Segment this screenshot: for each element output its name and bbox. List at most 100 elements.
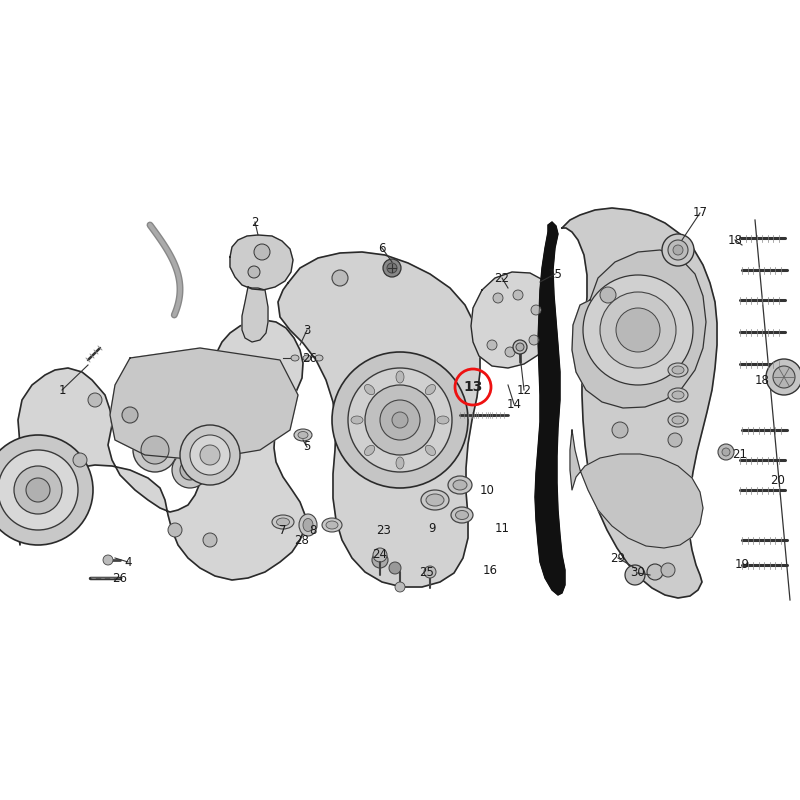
Circle shape xyxy=(332,270,348,286)
Circle shape xyxy=(180,460,200,480)
Text: 30: 30 xyxy=(630,566,646,579)
Text: 16: 16 xyxy=(482,563,498,577)
Circle shape xyxy=(348,368,452,472)
Text: 10: 10 xyxy=(479,483,494,497)
Text: 18: 18 xyxy=(727,234,742,246)
Ellipse shape xyxy=(672,391,684,399)
Circle shape xyxy=(583,275,693,385)
Text: 3: 3 xyxy=(303,323,310,337)
Circle shape xyxy=(380,400,420,440)
Text: 17: 17 xyxy=(693,206,707,219)
Circle shape xyxy=(200,445,220,465)
Text: 14: 14 xyxy=(506,398,522,410)
Circle shape xyxy=(600,287,616,303)
Circle shape xyxy=(26,478,50,502)
Circle shape xyxy=(141,436,169,464)
Circle shape xyxy=(168,523,182,537)
Ellipse shape xyxy=(426,446,435,455)
Ellipse shape xyxy=(351,416,363,424)
Text: 18: 18 xyxy=(754,374,770,386)
Circle shape xyxy=(133,428,177,472)
Circle shape xyxy=(424,566,436,578)
Circle shape xyxy=(668,433,682,447)
Text: 9: 9 xyxy=(428,522,436,534)
Circle shape xyxy=(180,425,240,485)
Circle shape xyxy=(88,393,102,407)
Circle shape xyxy=(103,555,113,565)
Circle shape xyxy=(392,412,408,428)
Circle shape xyxy=(248,266,260,278)
Circle shape xyxy=(662,234,694,266)
Polygon shape xyxy=(278,252,480,587)
Ellipse shape xyxy=(426,494,444,506)
Text: 13: 13 xyxy=(463,380,482,394)
Ellipse shape xyxy=(396,457,404,469)
Polygon shape xyxy=(570,430,703,548)
Polygon shape xyxy=(535,222,565,595)
Text: 29: 29 xyxy=(610,551,626,565)
Ellipse shape xyxy=(272,515,294,529)
Text: 26: 26 xyxy=(302,351,318,365)
Circle shape xyxy=(203,533,217,547)
Text: 23: 23 xyxy=(377,523,391,537)
Text: 20: 20 xyxy=(770,474,786,486)
Circle shape xyxy=(14,466,62,514)
Ellipse shape xyxy=(294,429,312,441)
Circle shape xyxy=(389,562,401,574)
Polygon shape xyxy=(562,208,717,598)
Circle shape xyxy=(647,564,663,580)
Text: 7: 7 xyxy=(279,523,286,537)
Ellipse shape xyxy=(277,518,290,526)
Circle shape xyxy=(372,552,388,568)
Ellipse shape xyxy=(448,476,472,494)
Circle shape xyxy=(625,565,645,585)
Circle shape xyxy=(668,240,688,260)
Circle shape xyxy=(122,407,138,423)
Circle shape xyxy=(616,308,660,352)
Circle shape xyxy=(600,292,676,368)
Circle shape xyxy=(773,366,795,388)
Ellipse shape xyxy=(455,510,469,519)
Polygon shape xyxy=(242,287,268,342)
Text: 28: 28 xyxy=(294,534,310,546)
Circle shape xyxy=(722,448,730,456)
Circle shape xyxy=(612,422,628,438)
Ellipse shape xyxy=(668,413,688,427)
Ellipse shape xyxy=(315,355,323,361)
Text: 19: 19 xyxy=(734,558,750,571)
Circle shape xyxy=(673,245,683,255)
Text: 1: 1 xyxy=(58,383,66,397)
Ellipse shape xyxy=(672,416,684,424)
Circle shape xyxy=(73,453,87,467)
Ellipse shape xyxy=(322,518,342,532)
Circle shape xyxy=(387,263,397,273)
Ellipse shape xyxy=(396,371,404,383)
Circle shape xyxy=(373,548,387,562)
Circle shape xyxy=(365,385,435,455)
Text: 12: 12 xyxy=(517,383,531,397)
Circle shape xyxy=(493,293,503,303)
Circle shape xyxy=(116,401,144,429)
Polygon shape xyxy=(471,272,553,368)
Ellipse shape xyxy=(303,355,311,361)
Text: 25: 25 xyxy=(419,566,434,578)
Ellipse shape xyxy=(426,385,435,394)
Circle shape xyxy=(529,335,539,345)
Text: 11: 11 xyxy=(494,522,510,534)
Ellipse shape xyxy=(668,388,688,402)
Text: 22: 22 xyxy=(494,271,510,285)
Ellipse shape xyxy=(326,521,338,529)
Circle shape xyxy=(718,444,734,460)
Ellipse shape xyxy=(437,416,449,424)
Circle shape xyxy=(661,563,675,577)
Circle shape xyxy=(513,340,527,354)
Ellipse shape xyxy=(453,480,467,490)
Ellipse shape xyxy=(451,507,473,523)
Circle shape xyxy=(395,582,405,592)
Ellipse shape xyxy=(365,446,374,455)
Circle shape xyxy=(0,435,93,545)
Ellipse shape xyxy=(303,518,313,531)
Circle shape xyxy=(505,347,515,357)
Text: 21: 21 xyxy=(733,449,747,462)
Circle shape xyxy=(513,290,523,300)
